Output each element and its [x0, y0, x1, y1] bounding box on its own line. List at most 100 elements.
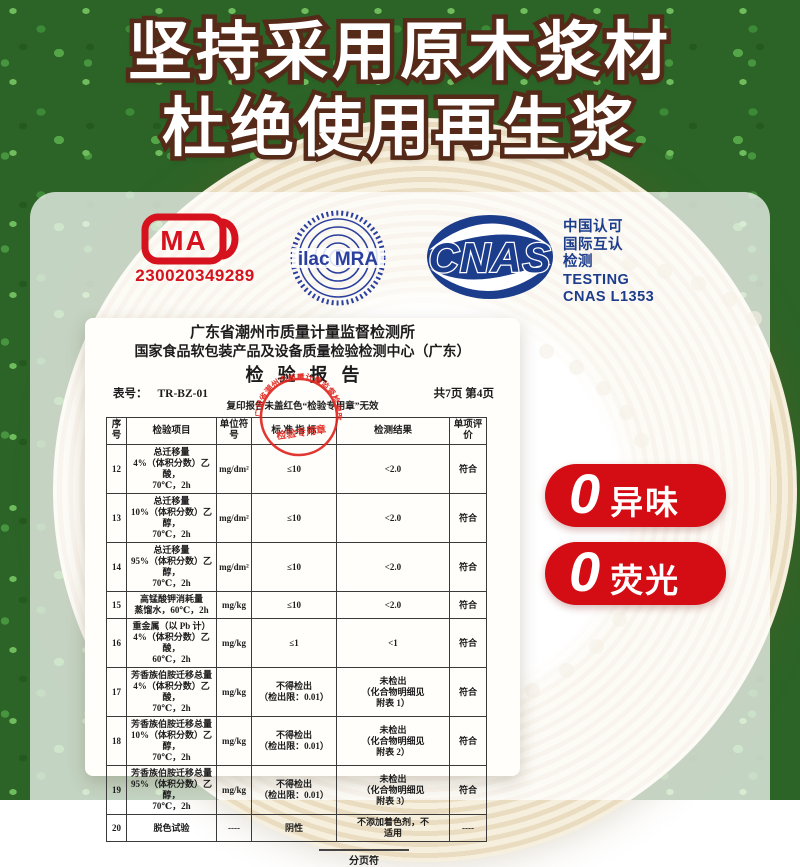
table-cell-standard: 不得检出 （检出限：0.01） — [251, 765, 337, 815]
cnas-line: 国际互认 — [563, 236, 623, 253]
table-cell-evaluation: 符合 — [449, 618, 487, 668]
cma-certificate-number: 230020349289 — [135, 266, 255, 285]
table-cell-item: 总迁移量 4%（体积分数）乙酸， 70℃，2h — [126, 444, 217, 494]
table-cell-unit: ---- — [216, 814, 252, 842]
svg-text:MA: MA — [160, 225, 208, 256]
report-meta-row: 表号： TR-BZ-01 共7页 第4页 — [85, 387, 520, 401]
table-cell-result: 不添加着色剂，不 适用 — [336, 814, 450, 842]
table-cell-evaluation: 符合 — [449, 542, 487, 592]
table-column-header: 序号 — [106, 417, 127, 445]
table-row: 19 芳香族伯胺迁移总量 95%（体积分数）乙醇， 70℃，2h mg/kg 不得检出… — [106, 765, 487, 815]
table-cell-result: 未检出 （化合物明细见 附表 1） — [336, 667, 450, 717]
table-cell-no: 20 — [106, 814, 127, 842]
report-copy-notice: 复印报告未盖红色“检验专用章”无效 — [226, 402, 379, 412]
cnas-line: 中国认可 — [563, 219, 623, 235]
table-cell-unit: mg/dm² — [216, 444, 252, 494]
table-cell-item: 总迁移量 10%（体积分数）乙醇， 70℃，2h — [126, 493, 217, 543]
badge-zero-digit: 0 — [569, 461, 601, 525]
table-cell-standard: ≤1 — [251, 618, 337, 668]
table-cell-no: 18 — [106, 716, 127, 766]
inspection-seal-icon: 广东省潮州市质量计量监督检测所 检验专用章 — [250, 368, 346, 457]
table-cell-item: 总迁移量 95%（体积分数）乙醇， 70℃，2h — [126, 542, 217, 592]
headline-line-2: 杜绝使用再生浆 杜绝使用再生浆 — [0, 88, 800, 169]
table-column-header: 检验项目 — [126, 417, 217, 445]
table-row: 18 芳香族伯胺迁移总量 10%（体积分数）乙醇， 70℃，2h mg/kg 不得检出… — [106, 716, 487, 766]
report-page-info: 共7页 第4页 — [433, 388, 494, 400]
badge-label: 异味 — [610, 483, 681, 521]
table-cell-item: 脱色试验 — [126, 814, 217, 842]
headline: 坚持采用原木浆材 坚持采用原木浆材 杜绝使用再生浆 杜绝使用再生浆 — [0, 12, 800, 169]
cma-logo-icon: MA — [141, 213, 239, 265]
table-row: 13 总迁移量 10%（体积分数）乙醇， 70℃，2h mg/dm² ≤10 <2.0 符… — [106, 493, 487, 543]
cnas-line: TESTING — [563, 271, 630, 288]
headline-line-1: 坚持采用原木浆材 坚持采用原木浆材 — [0, 12, 800, 93]
headline-line-1-outline: 坚持采用原木浆材 — [124, 12, 673, 93]
table-cell-result: <1 — [336, 618, 450, 668]
table-cell-standard: 不得检出 （检出限：0.01） — [251, 716, 337, 766]
table-cell-item: 芳香族伯胺迁移总量 95%（体积分数）乙醇， 70℃，2h — [126, 765, 217, 815]
headline-line-2-outline: 杜绝使用再生浆 — [158, 88, 639, 169]
table-cell-unit: mg/dm² — [216, 493, 252, 543]
svg-text:CNAS: CNAS — [428, 234, 551, 281]
table-cell-unit: mg/kg — [216, 618, 252, 668]
table-row: 15 高锰酸钾消耗量 蒸馏水，60℃，2h mg/kg ≤10 <2.0 符合 — [106, 591, 487, 619]
table-row: 12 总迁移量 4%（体积分数）乙酸， 70℃，2h mg/dm² ≤10 <2.0 符合 — [106, 444, 487, 494]
table-cell-item: 重金属（以 Pb 计） 4%（体积分数）乙酸， 60℃，2h — [126, 618, 217, 668]
svg-text:检验专用章: 检验专用章 — [275, 422, 326, 442]
cnas-logo-icon: CNAS — [427, 215, 553, 299]
table-column-header: 单位符号 — [216, 417, 252, 445]
table-cell-evaluation: ---- — [449, 814, 487, 842]
table-cell-evaluation: 符合 — [449, 667, 487, 717]
table-column-header: 检测结果 — [336, 417, 450, 445]
badge-zero-fluorescence: 0 荧光 — [545, 542, 726, 605]
svg-text:ilac MRA: ilac MRA — [298, 249, 379, 270]
report-org-line2: 国家食品软包装产品及设备质量检验检测中心（广东） — [134, 345, 471, 360]
cnas-line: 检测 — [563, 254, 593, 270]
table-row: 14 总迁移量 95%（体积分数）乙醇， 70℃，2h mg/dm² ≤10 <2.0 符… — [106, 542, 487, 592]
table-cell-item: 芳香族伯胺迁移总量 10%（体积分数）乙醇， 70℃，2h — [126, 716, 217, 766]
table-cell-no: 12 — [106, 444, 127, 494]
test-results-table: 序号 检验项目 单位符号标 准 指 标检测结果 单项评价 12 总迁移量 4%（体积分数… — [106, 417, 487, 842]
table-cell-item: 芳香族伯胺迁移总量 4%（体积分数）乙酸， 70℃，2h — [126, 667, 217, 717]
table-cell-no: 16 — [106, 618, 127, 668]
report-org-line1: 广东省潮州市质量计量监督检测所 — [189, 325, 415, 341]
table-cell-unit: mg/kg — [216, 765, 252, 815]
table-cell-result: <2.0 — [336, 444, 450, 494]
test-report-document: 广东省潮州市质量计量监督检测所 国家食品软包装产品及设备质量检验检测中心（广东）… — [85, 318, 520, 867]
page-break-caption: 分页符 — [349, 856, 379, 867]
table-cell-result: <2.0 — [336, 542, 450, 592]
table-cell-evaluation: 符合 — [449, 716, 487, 766]
ilac-mra-logo-icon: ilac MRA — [290, 210, 386, 306]
table-cell-unit: mg/kg — [216, 667, 252, 717]
badge-label: 荧光 — [610, 561, 681, 599]
table-row: 17 芳香族伯胺迁移总量 4%（体积分数）乙酸， 70℃，2h mg/kg 不得检出 … — [106, 667, 487, 717]
table-row: 16 重金属（以 Pb 计） 4%（体积分数）乙酸， 60℃，2h mg/kg ≤1 <… — [106, 618, 487, 668]
headline-line-1-text: 坚持采用原木浆材 — [128, 16, 672, 88]
page-break-divider — [319, 849, 409, 851]
table-cell-unit: mg/dm² — [216, 542, 252, 592]
table-cell-result: 未检出 （化合物明细见 附表 2） — [336, 716, 450, 766]
table-cell-evaluation: 符合 — [449, 591, 487, 619]
table-cell-no: 13 — [106, 493, 127, 543]
table-cell-result: 未检出 （化合物明细见 附表 3） — [336, 765, 450, 815]
table-cell-standard: 阴性 — [251, 814, 337, 842]
cnas-text-block: 中国认可 国际互认 检测 TESTING CNAS L1353 — [563, 219, 654, 307]
report-form-number: 表号： TR-BZ-01 — [113, 388, 208, 400]
cnas-line: CNAS L1353 — [563, 289, 655, 305]
table-cell-no: 15 — [106, 591, 127, 619]
table-cell-unit: mg/kg — [216, 716, 252, 766]
table-cell-item: 高锰酸钾消耗量 蒸馏水，60℃，2h — [126, 591, 217, 619]
badge-zero-digit: 0 — [569, 539, 601, 603]
headline-line-2-text: 杜绝使用再生浆 — [162, 92, 638, 164]
table-cell-result: <2.0 — [336, 591, 450, 619]
table-cell-standard: ≤10 — [251, 493, 337, 543]
table-cell-no: 17 — [106, 667, 127, 717]
badge-zero-odor: 0 异味 — [545, 464, 726, 527]
table-cell-evaluation: 符合 — [449, 765, 487, 815]
table-cell-standard: 不得检出 （检出限：0.01） — [251, 667, 337, 717]
table-cell-no: 14 — [106, 542, 127, 592]
table-cell-result: <2.0 — [336, 493, 450, 543]
table-cell-standard: ≤10 — [251, 591, 337, 619]
table-header-row: 序号 检验项目 单位符号标 准 指 标检测结果 单项评价 — [106, 417, 487, 445]
table-cell-evaluation: 符合 — [449, 444, 487, 494]
